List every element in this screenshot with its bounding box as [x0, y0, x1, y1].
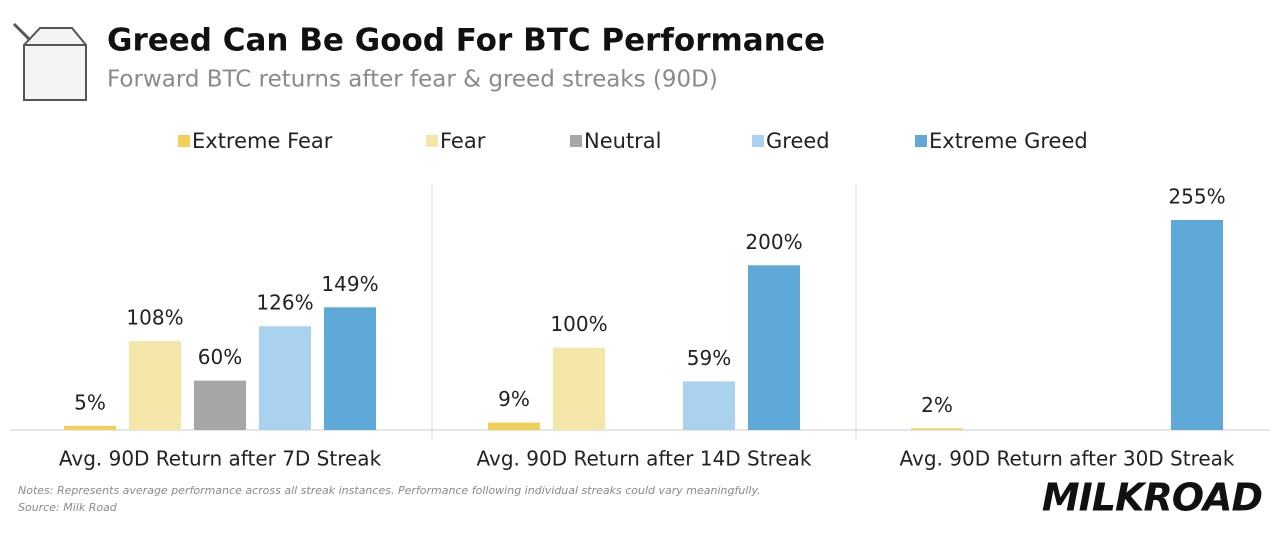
- group-label: Avg. 90D Return after 14D Streak: [476, 447, 811, 471]
- notes: Notes: Represents average performance ac…: [18, 484, 761, 497]
- legend-swatch: [752, 135, 764, 147]
- bar: [324, 307, 376, 430]
- value-label: 108%: [126, 306, 183, 330]
- value-label: 9%: [498, 387, 530, 411]
- bar: [748, 265, 800, 430]
- value-label: 255%: [1168, 185, 1225, 209]
- value-label: 200%: [745, 230, 802, 254]
- legend-label: Extreme Greed: [929, 129, 1088, 153]
- legend-label: Extreme Fear: [192, 129, 333, 153]
- value-label: 59%: [687, 346, 731, 370]
- chart-subtitle: Forward BTC returns after fear & greed s…: [107, 67, 718, 93]
- bar: [194, 380, 246, 430]
- bar: [683, 381, 735, 430]
- group-label: Avg. 90D Return after 30D Streak: [899, 447, 1234, 471]
- value-label: 2%: [921, 393, 953, 417]
- value-label: 5%: [74, 390, 106, 414]
- bar: [911, 428, 963, 430]
- legend-label: Greed: [766, 129, 830, 153]
- legend-swatch: [426, 135, 438, 147]
- value-label: 100%: [550, 312, 607, 336]
- legend-swatch: [178, 135, 190, 147]
- legend-swatch: [915, 135, 927, 147]
- bar: [64, 425, 116, 430]
- value-label: 149%: [321, 272, 378, 296]
- logo: MILKROAD: [1042, 476, 1262, 520]
- source: Source: Milk Road: [18, 501, 118, 514]
- legend-label: Neutral: [584, 129, 662, 153]
- value-label: 126%: [256, 291, 313, 315]
- chart-title: Greed Can Be Good For BTC Performance: [107, 23, 825, 59]
- carton-icon: [12, 22, 87, 101]
- bar: [488, 422, 540, 430]
- bar: [259, 326, 311, 430]
- value-label: 60%: [198, 345, 242, 369]
- bar: [129, 341, 181, 430]
- legend-swatch: [570, 135, 582, 147]
- bar: [1171, 220, 1223, 430]
- group-label: Avg. 90D Return after 7D Streak: [59, 447, 382, 471]
- legend-label: Fear: [440, 129, 486, 153]
- bar: [553, 347, 605, 430]
